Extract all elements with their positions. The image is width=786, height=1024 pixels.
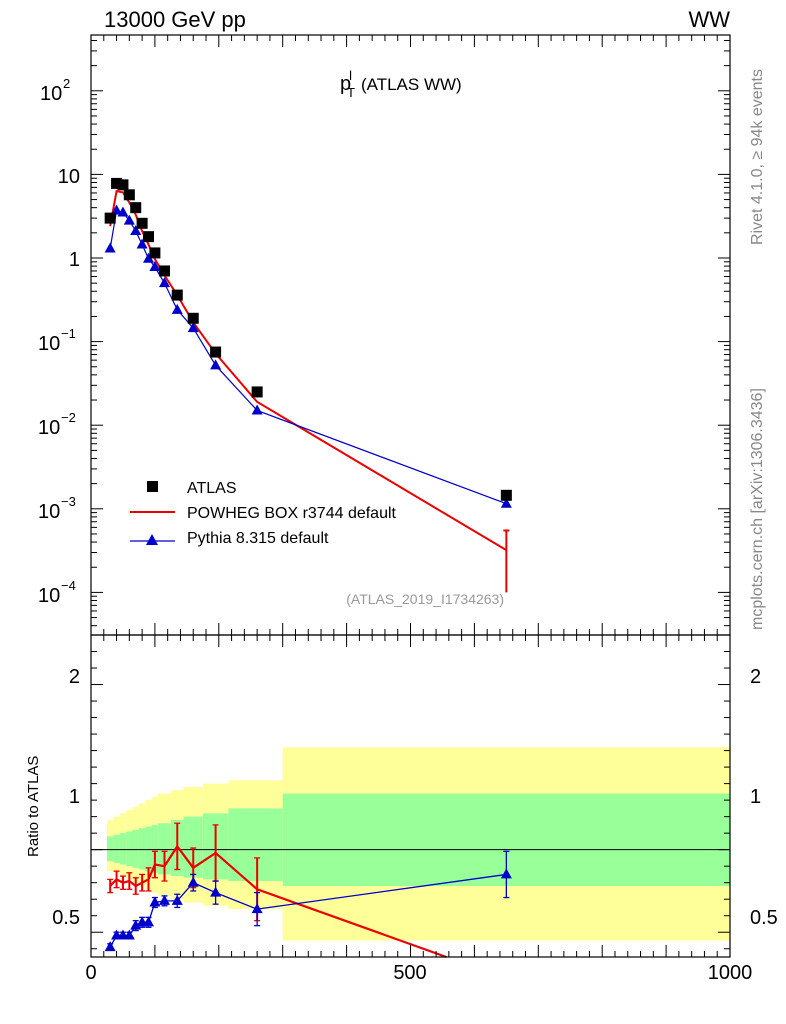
pythia-ratio-point [500, 868, 512, 879]
title-p: p [340, 73, 351, 95]
pythia-ratio-point [130, 919, 142, 930]
xtick-label-0: 0 [85, 962, 96, 984]
ratio-ytick-1-left: 1 [69, 786, 80, 808]
atlas-point [111, 177, 123, 189]
ratio-plot-marks [104, 822, 512, 959]
legend-label-atlas: ATLAS [187, 480, 237, 497]
pythia-series-line [109, 209, 507, 505]
ratio-ytick-1-right: 1 [750, 786, 761, 808]
atlas-point [171, 289, 183, 301]
green-band-segment [113, 834, 120, 863]
pythia-point [104, 242, 116, 253]
ratio-ytick-0.5-right: 0.5 [750, 907, 778, 929]
atlas-point [158, 265, 170, 277]
atlas-point [130, 202, 142, 214]
pythia-point [143, 252, 155, 263]
pythia-point [136, 238, 148, 249]
legend-marker-pythia [146, 534, 158, 545]
legend: ATLAS POWHEG BOX r3744 default Pythia 8.… [130, 480, 397, 547]
pythia-point [111, 204, 123, 215]
pythia-point [117, 206, 129, 217]
green-band-segment [119, 833, 127, 865]
legend-marker-atlas [147, 481, 158, 492]
axes-frames [90, 34, 731, 958]
main-title: pl T (ATLAS WW) [340, 68, 462, 100]
pythia-ratio-point [171, 894, 183, 905]
pythia-ratio-point [104, 941, 116, 952]
powheg-series-line [109, 190, 507, 552]
atlas-point [187, 312, 199, 324]
main-plot-marks [104, 177, 512, 593]
pythia-ratio-point [187, 876, 199, 887]
ytick-label-0.1-base: 10 [38, 333, 60, 355]
ytick-label-0.0001-base: 10 [38, 585, 60, 607]
ytick-label-0.1-exp: −1 [61, 326, 76, 341]
ytick-label-0.001-exp: −3 [61, 494, 76, 509]
pythia-ratio-point [210, 886, 222, 897]
mcplots-label: mcplots.cern.ch [arXiv:1306.3436] [749, 388, 766, 630]
powheg-ratio-line [109, 844, 447, 959]
pythia-point [210, 359, 222, 370]
ytick-label-100-exp: 2 [63, 76, 70, 91]
atlas-point [251, 386, 263, 398]
xtick-label-1000: 1000 [708, 962, 753, 984]
ratio-ylabel: Ratio to ATLAS [25, 756, 42, 857]
title-sup: l [349, 68, 352, 83]
atlas-point [117, 179, 129, 191]
green-band-segment [126, 831, 133, 867]
ratio-ytick-2-right: 2 [750, 666, 761, 688]
main-y-tick-labels: 10 2 10 1 10 −1 10 −2 10 −3 10 −4 [38, 76, 80, 607]
title-suffix: (ATLAS WW) [361, 75, 462, 94]
atlas-point [500, 489, 512, 501]
atlas-point [143, 231, 155, 243]
legend-label-pythia: Pythia 8.315 default [187, 530, 329, 547]
analysis-annotation: (ATLAS_2019_I1734263) [346, 591, 504, 607]
green-band-segment [151, 824, 159, 873]
ytick-label-0.0001-exp: −4 [61, 578, 76, 593]
green-band-segment [145, 826, 152, 872]
ytick-label-1: 1 [69, 249, 80, 271]
ratio-uncertainty-bands [91, 747, 730, 941]
green-band-segment [228, 808, 283, 882]
ytick-label-0.01-base: 10 [38, 417, 60, 439]
ratio-y-tick-labels: 0.5 1 2 0.5 1 2 [52, 666, 778, 929]
atlas-point [210, 346, 222, 358]
ytick-label-0.01-exp: −2 [61, 410, 76, 425]
pythia-ratio-point [123, 929, 135, 940]
atlas-point [149, 247, 161, 259]
ratio-ytick-2-left: 2 [69, 666, 80, 688]
pythia-point [500, 497, 512, 508]
ytick-label-100-base: 10 [40, 83, 62, 105]
green-band-segment [106, 836, 114, 862]
pythia-point [251, 404, 263, 415]
pythia-point [130, 225, 142, 236]
green-band-segment [138, 828, 146, 870]
header-left: 13000 GeV pp [104, 7, 246, 32]
green-band-segment [132, 829, 139, 868]
pythia-point [171, 303, 183, 314]
atlas-point [104, 212, 116, 224]
pythia-point [187, 322, 199, 333]
legend-label-powheg: POWHEG BOX r3744 default [187, 505, 397, 522]
pythia-ratio-point [158, 894, 170, 905]
ytick-label-10: 10 [58, 166, 80, 188]
pythia-point [158, 277, 170, 288]
title-sub: T [347, 85, 355, 100]
pythia-ratio-point [143, 916, 155, 927]
ratio-ytick-0.5-left: 0.5 [52, 907, 80, 929]
atlas-point [136, 217, 148, 229]
pythia-point [149, 261, 161, 272]
rivet-label: Rivet 4.1.0, ≥ 94k events [749, 69, 766, 245]
x-tick-labels: 0 500 1000 [85, 962, 752, 984]
xtick-label-500: 500 [393, 962, 426, 984]
pythia-ratio-point [251, 903, 263, 914]
pythia-ratio-point [149, 896, 161, 907]
header-right: WW [688, 7, 730, 32]
ytick-label-0.001-base: 10 [38, 501, 60, 523]
pythia-point [123, 214, 135, 225]
atlas-point [123, 189, 135, 201]
